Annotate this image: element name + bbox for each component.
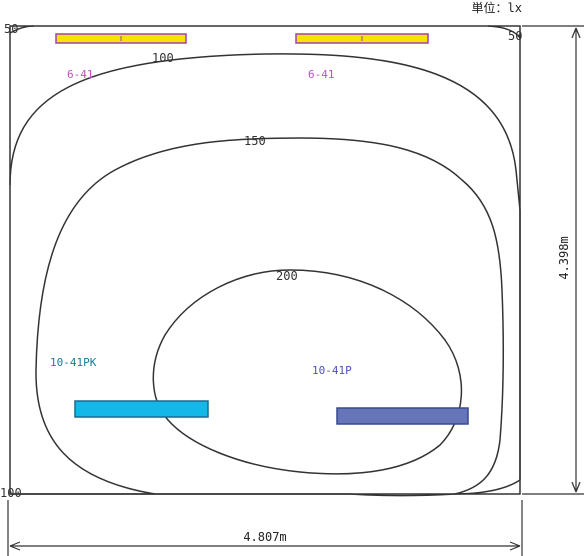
fixture-6-41-left-label: 6-41 bbox=[67, 68, 94, 81]
width-arrow-left bbox=[9, 541, 21, 551]
width-dimension-label: 4.807m bbox=[243, 530, 286, 544]
height-arrow-bottom bbox=[571, 481, 581, 493]
fixture-10-41p bbox=[336, 407, 469, 425]
contour-200-label: 200 bbox=[276, 269, 298, 283]
fixture-6-41-right-label: 6-41 bbox=[308, 68, 335, 81]
contour-50-left bbox=[9, 25, 35, 34]
contour-50-label-left: 50 bbox=[4, 22, 18, 36]
contour-100 bbox=[9, 53, 521, 497]
fixture-10-41pk-label: 10-41PK bbox=[50, 356, 97, 369]
height-arrow-top bbox=[571, 27, 581, 39]
contour-50-label-right: 50 bbox=[508, 29, 522, 43]
contour-50-right bbox=[487, 25, 521, 39]
height-dimension-label: 4.398m bbox=[557, 236, 571, 279]
contour-100-label-bottom: 100 bbox=[0, 486, 22, 500]
width-arrow-right bbox=[509, 541, 521, 551]
fixture-10-41pk bbox=[74, 400, 209, 418]
contour-100-label: 100 bbox=[152, 51, 174, 65]
contour-200 bbox=[152, 269, 463, 475]
contour-150-label: 150 bbox=[244, 134, 266, 148]
contour-150 bbox=[35, 137, 505, 495]
unit-label: 単位：lx bbox=[472, 0, 522, 15]
fixture-10-41p-label: 10-41P bbox=[312, 364, 352, 377]
